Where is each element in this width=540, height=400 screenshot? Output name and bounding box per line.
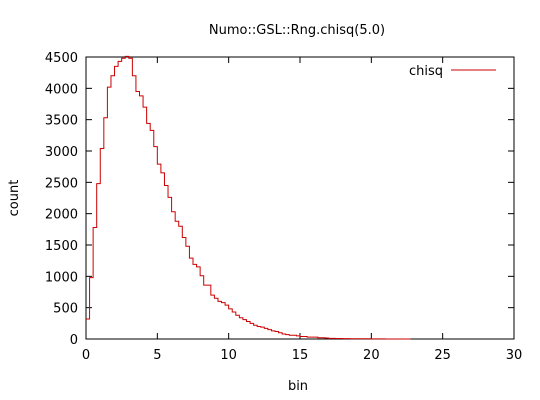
- y-tick-label: 2500: [45, 176, 78, 191]
- legend: chisq: [409, 64, 496, 79]
- x-tick-label: 20: [363, 348, 380, 363]
- axes: [85, 56, 515, 340]
- y-tick-label: 4500: [45, 51, 78, 66]
- x-tick-label: 30: [506, 348, 523, 363]
- x-tick-label: 25: [434, 348, 451, 363]
- plot-series: [86, 55, 411, 340]
- y-tick-label: 1500: [45, 239, 78, 254]
- tick-labels: 0 5 10 15 20 25 30 0 500 1000 1500 2000 2500 3000 3500…: [45, 51, 522, 363]
- plot-border: [85, 56, 515, 340]
- y-tick-label: 2000: [45, 208, 78, 223]
- chart-title: Numo::GSL::Rng.chisq(5.0): [209, 23, 385, 38]
- y-tick-label: 500: [53, 302, 78, 317]
- x-tick-label: 15: [292, 348, 309, 363]
- tick-marks: [85, 56, 515, 340]
- y-tick-label: 1000: [45, 270, 78, 285]
- x-axis-label: bin: [288, 379, 308, 394]
- y-tick-label: 3500: [45, 114, 78, 129]
- x-tick-label: 0: [82, 348, 90, 363]
- y-tick-label: 0: [70, 333, 78, 348]
- legend-label-chisq: chisq: [409, 64, 443, 79]
- y-tick-label: 3000: [45, 145, 78, 160]
- x-tick-label: 10: [220, 348, 237, 363]
- series-line-chisq: [86, 55, 411, 340]
- y-axis-label: count: [7, 180, 22, 217]
- y-tick-label: 4000: [45, 82, 78, 97]
- x-tick-label: 5: [153, 348, 161, 363]
